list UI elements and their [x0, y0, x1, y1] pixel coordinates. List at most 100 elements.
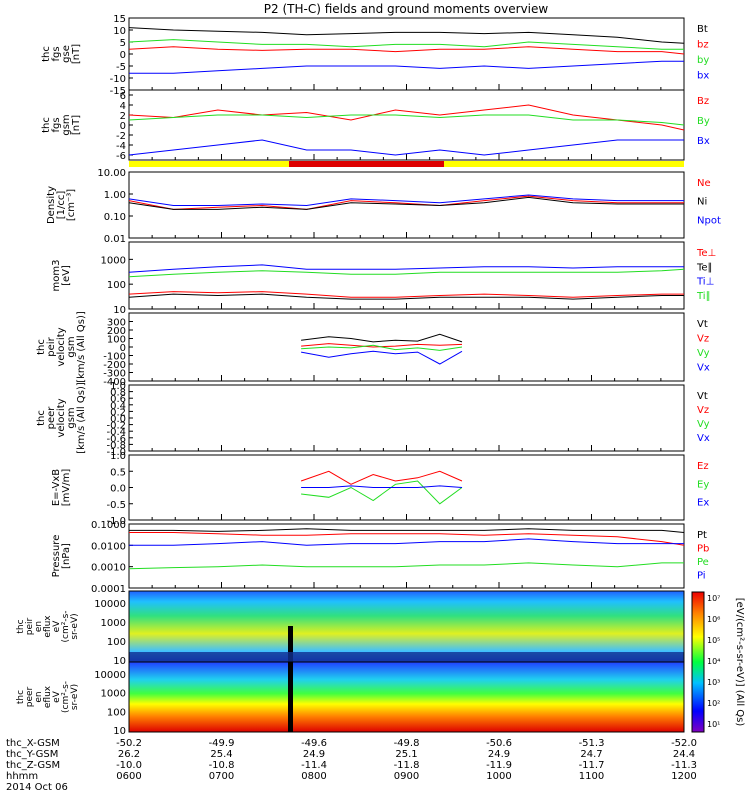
legend-green: By — [697, 116, 710, 127]
series-green — [128, 562, 684, 570]
panel-efield: 1.0 0.5 0.0 -0.5 -1.0 E=-VxB [mV/m] Ez Ey Ex — [51, 451, 709, 527]
ylabel-line: velocity — [56, 398, 67, 437]
series-blue — [129, 60, 684, 74]
ylabel-line: peer — [46, 406, 57, 430]
spec-ylabel-line: eflux — [43, 615, 53, 638]
spec-ylabel-line: en — [34, 691, 44, 702]
series-red — [129, 532, 685, 546]
ytick-label: 0.5 — [110, 467, 126, 478]
spec-ytick-label: 10 — [113, 656, 126, 667]
ytick-label: 6 — [120, 91, 126, 102]
legend-red: bz — [697, 40, 709, 51]
spec-ytick-label: 100 — [107, 707, 126, 718]
ylabel-line: [nPa] — [61, 543, 72, 569]
legend-blue: Bx — [697, 136, 710, 147]
ephem-value: 24.9 — [303, 749, 325, 760]
colorbar-fill — [691, 591, 705, 733]
series-red — [128, 195, 684, 210]
series-black — [128, 293, 684, 300]
ylabel-line: gse — [61, 45, 72, 63]
spec-ylabel-line: eV — [52, 620, 62, 633]
ephem-value: 0800 — [301, 771, 326, 782]
ephem-value: -11.8 — [394, 760, 420, 771]
spec-ytick-label: 10 — [113, 726, 126, 737]
ylabel-line: velocity — [56, 327, 67, 366]
legend-black: Te∥ — [696, 262, 713, 273]
series-green — [301, 344, 463, 351]
ytick-label: 1.0 — [110, 451, 126, 462]
spec-ylabel-line: thc — [16, 619, 26, 633]
ephem-value: 24.9 — [488, 749, 510, 760]
legend-green: Vy — [697, 419, 710, 430]
spec-ylabel-line: (cm²-s- — [61, 681, 71, 713]
legend-red: Ne — [697, 178, 711, 189]
ephem-value: 26.2 — [118, 749, 140, 760]
series-red — [300, 470, 463, 485]
spectrogram-labels: thc peir en eflux eV (cm²-s-sr-eV)10000100010… — [16, 599, 126, 737]
ephem-value: 1000 — [486, 771, 511, 782]
ytick-label: 300 — [107, 318, 126, 329]
ephem-value: -50.6 — [486, 738, 512, 749]
legend-blue: bx — [697, 71, 709, 82]
panel-peer_velocity: 1.00.80.60.40.20.0-0.2-0.4-0.6-0.8-1.0 th… — [36, 381, 710, 458]
ytick-label: 200 — [107, 326, 126, 337]
spec-ytick-label: 1000 — [101, 618, 126, 629]
ephem-row-label: thc_Y-GSM — [6, 749, 58, 760]
ytick-label: -0.4 — [106, 427, 126, 438]
ytick-label: -2 — [116, 131, 126, 142]
panel-frame — [128, 312, 685, 382]
ytick-label: 10 — [113, 26, 126, 37]
ylabel-line: thc — [41, 117, 52, 133]
spectrogram-peer — [128, 661, 685, 733]
legend-blue: Vx — [697, 363, 710, 374]
panel-temperature: 1000 100 10 mom3 [eV] Te⊥ Te∥ Ti⊥ Ti∥ — [51, 241, 716, 316]
ytick-label: -200 — [103, 360, 126, 371]
series-red — [128, 104, 685, 131]
date-label: 2014 Oct 06 — [6, 782, 68, 793]
ytick-label: 0.4 — [110, 401, 126, 412]
ytick-label: 100 — [107, 280, 126, 291]
spectrogram-peer-fill — [129, 662, 684, 732]
ytick-label: 4 — [120, 101, 126, 112]
status-bar-red — [289, 161, 444, 167]
spectrogram-peir-noise — [129, 652, 684, 662]
ephem-row-label: hhmm — [6, 771, 38, 782]
legend-black: Pt — [697, 530, 707, 541]
ephem-value: -10.8 — [209, 760, 235, 771]
ephem-value: -52.0 — [671, 738, 697, 749]
series-green — [128, 39, 684, 50]
legend-blue: Pi — [697, 571, 706, 582]
legend-black: Ni — [697, 197, 707, 208]
ylabel-line: [nT] — [71, 115, 82, 135]
ytick-label: 0 — [120, 121, 126, 132]
spec-ytick-label: 1000 — [101, 689, 126, 700]
ephem-value: 25.4 — [210, 749, 232, 760]
panel-pressure: 0.1000 0.0100 0.0010 0.0001 Pressure [nPa] Pt P… — [51, 520, 709, 595]
spec-ylabel-line: en — [34, 621, 44, 632]
ephem-value: 1200 — [671, 771, 696, 782]
ytick-label: -15 — [110, 86, 126, 97]
ephem-value: 24.4 — [673, 749, 695, 760]
spec-ylabel-line: (cm²-s- — [61, 610, 71, 642]
ephem-value: -11.7 — [579, 760, 605, 771]
series-black — [301, 333, 463, 343]
ytick-label: 0.01 — [104, 234, 126, 245]
ytick-label: -6 — [116, 151, 126, 162]
spectrogram-peir — [128, 590, 685, 663]
legend-red: Bz — [697, 96, 709, 107]
ytick-label: 100 — [107, 335, 126, 346]
ytick-label: 0.10 — [104, 212, 126, 223]
ytick-label: 15 — [113, 14, 126, 25]
legend-black: Bt — [697, 24, 708, 35]
legend-green: Pe — [697, 557, 709, 568]
ytick-label: -4 — [116, 141, 126, 152]
legend-red: Pb — [697, 544, 709, 555]
ephem-value: 0700 — [209, 771, 234, 782]
series-black — [128, 27, 685, 44]
series-blue — [301, 350, 463, 365]
ylabel-line: fgs — [51, 117, 62, 132]
